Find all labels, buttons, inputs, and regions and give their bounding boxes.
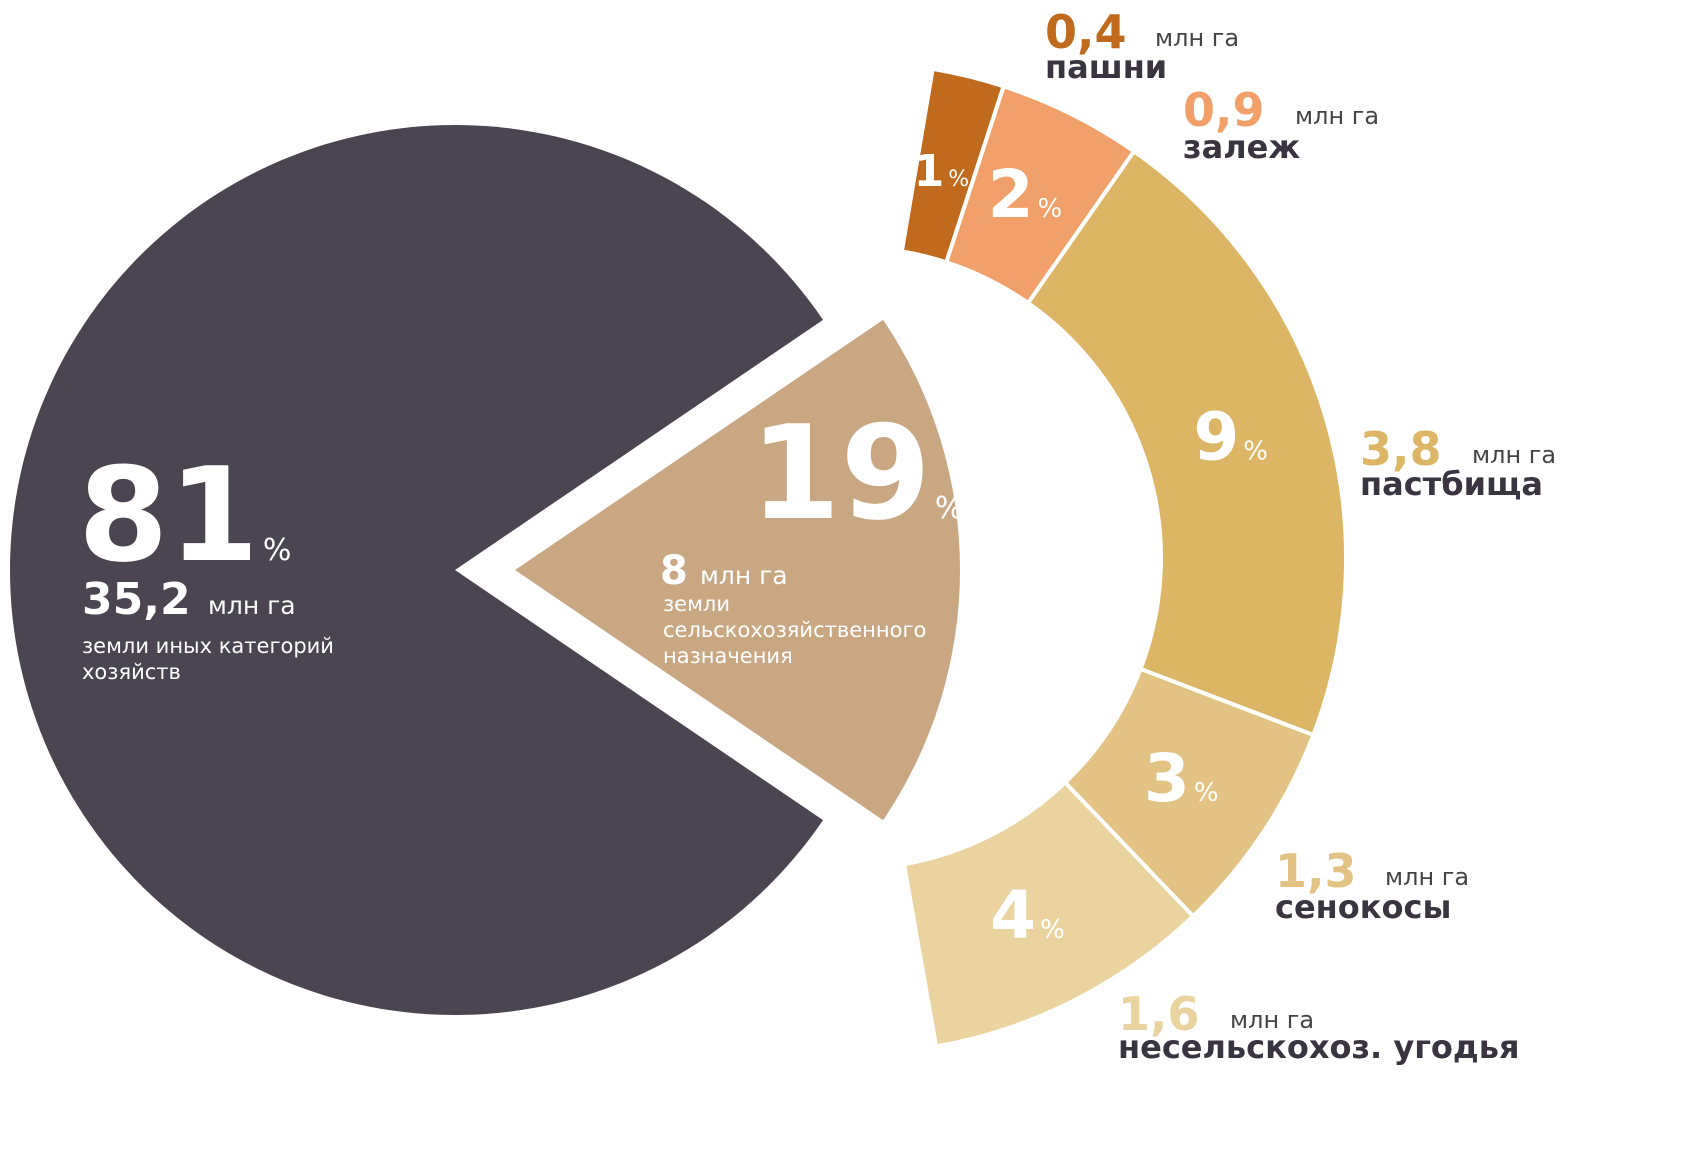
unit-label: % [935, 491, 964, 526]
category-label: земли сельскохозяйственного назначения [663, 591, 953, 669]
page: 81%19%35,2млн га8млн га1%0,4млн гапашни2… [0, 0, 1704, 1156]
unit-label: % [1194, 778, 1219, 808]
value-number: 19 [750, 397, 931, 549]
value-number: 3 [1144, 740, 1190, 817]
unit-label: % [1038, 194, 1063, 224]
unit-label: % [1243, 436, 1268, 466]
category-label: земли иных категорий хозяйств [82, 633, 382, 685]
unit-label: % [1040, 915, 1065, 945]
category-label: несельскохоз. угодья [1118, 1028, 1520, 1066]
chart: 81%19%35,2млн га8млн га1%0,4млн гапашни2… [0, 0, 1704, 1156]
amount-label: 35,2 [82, 574, 191, 625]
value-number: 4 [990, 877, 1036, 954]
category-label: пастбища [1360, 465, 1543, 503]
amount-label: 8 [660, 548, 688, 594]
unit-label: % [948, 167, 969, 192]
value-number: 81 [78, 439, 259, 591]
amount-unit: млн га [700, 561, 788, 590]
value-number: 2 [988, 156, 1034, 233]
amount-unit: млн га [1385, 863, 1469, 891]
unit-label: % [263, 533, 292, 568]
category-label: сенокосы [1275, 888, 1451, 926]
amount-unit: млн га [1155, 24, 1239, 52]
value-number: 1 [914, 146, 945, 197]
value-number: 9 [1193, 398, 1239, 475]
category-label: пашни [1045, 48, 1167, 86]
ring-segment [1028, 151, 1346, 735]
amount-unit: млн га [1295, 102, 1379, 130]
category-label: залеж [1183, 128, 1300, 166]
amount-unit: млн га [208, 591, 296, 620]
